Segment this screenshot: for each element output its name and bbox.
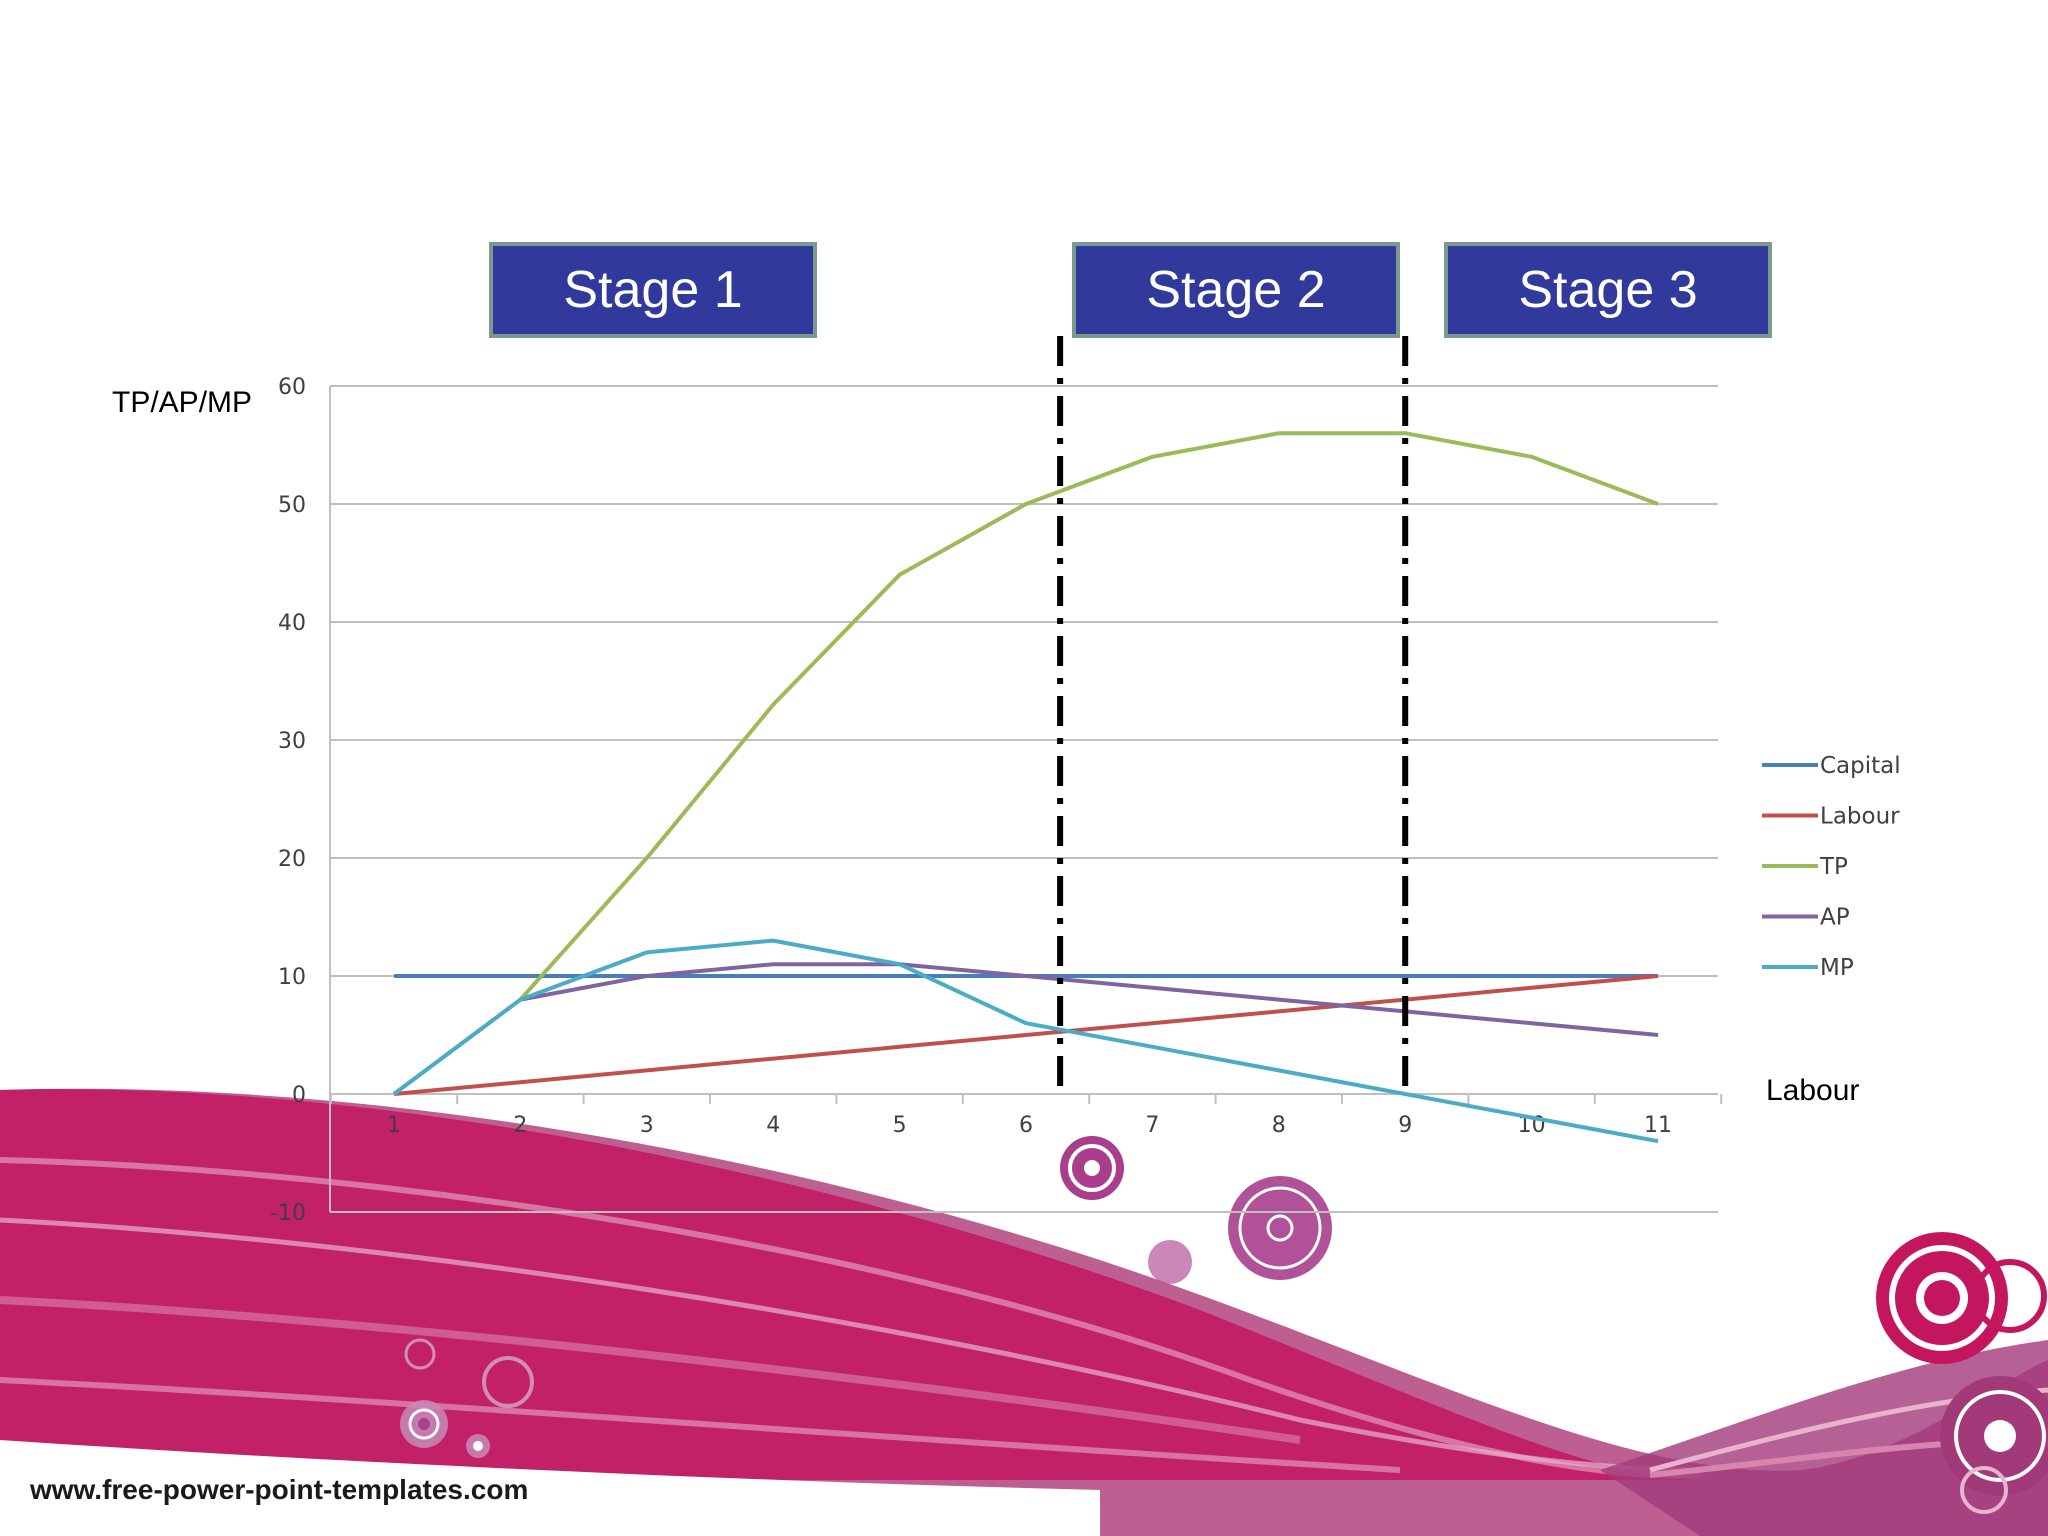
- y-tick-label: 40: [278, 611, 306, 636]
- y-tick-label: 60: [278, 375, 306, 400]
- y-tick-labels: 60 50 40 30 20 10 0 -10: [270, 375, 306, 1226]
- x-axis-label: Labour: [1766, 1074, 1860, 1107]
- x-tick-label: 4: [766, 1113, 780, 1138]
- x-tick-label: 1: [387, 1113, 401, 1138]
- stage-3-box: Stage 3: [1444, 242, 1772, 338]
- series-line-labour: [393, 974, 1659, 1096]
- x-tick-label: 11: [1644, 1113, 1672, 1138]
- y-tick-label: -10: [270, 1201, 306, 1226]
- y-tick-label: 20: [278, 847, 306, 872]
- footer-url: www.free-power-point-templates.com: [30, 1474, 529, 1505]
- x-tick-label: 2: [513, 1113, 527, 1138]
- y-tick-label: 50: [278, 493, 306, 518]
- series-line-mp: [392, 938, 1659, 1144]
- legend: Capital Labour TP AP MP: [1762, 753, 1901, 981]
- y-tick-label: 30: [278, 729, 306, 754]
- y-tick-label: 10: [278, 965, 306, 990]
- x-tick-label: 5: [893, 1113, 907, 1138]
- stage-2-box: Stage 2: [1072, 242, 1400, 338]
- background-wave-decoration: [0, 1088, 2048, 1536]
- y-axis-label: TP/AP/MP: [112, 386, 253, 419]
- legend-label: MP: [1820, 955, 1854, 981]
- x-tick-label: 9: [1398, 1113, 1412, 1138]
- gridlines: [329, 385, 1723, 1213]
- legend-label: TP: [1819, 854, 1848, 880]
- stage-1-box: Stage 1: [489, 242, 817, 338]
- series-line-tp: [392, 431, 1659, 1096]
- circle-ornaments: [400, 1136, 2048, 1514]
- plot-area: 60 50 40 30 20 10 0 -10 1 2 3 4 5 6 7 8 9 10 11 Capital La…: [270, 336, 1901, 1226]
- series-lines: [392, 431, 1659, 1144]
- legend-label: Labour: [1820, 804, 1900, 830]
- x-tick-label: 8: [1272, 1113, 1286, 1138]
- x-tick-label: 6: [1019, 1113, 1033, 1138]
- x-tick-label: 3: [640, 1113, 654, 1138]
- x-tick-label: 7: [1145, 1113, 1159, 1138]
- stage-boundary-lines: [1057, 336, 1409, 1094]
- legend-label: AP: [1820, 905, 1850, 931]
- series-line-ap: [520, 962, 1659, 1037]
- y-tick-label: 0: [292, 1083, 306, 1108]
- legend-label: Capital: [1820, 753, 1901, 779]
